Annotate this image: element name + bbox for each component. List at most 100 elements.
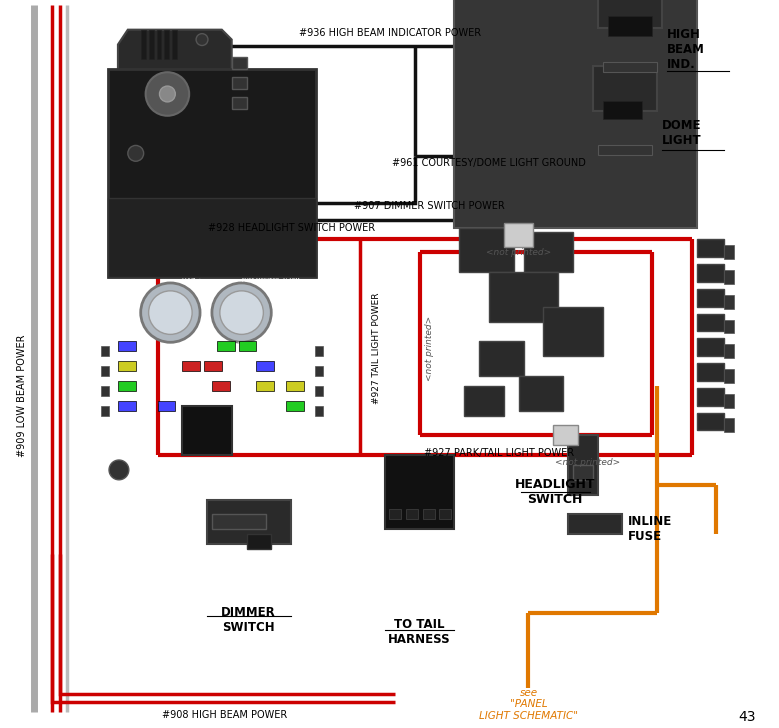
Bar — [464, 386, 504, 416]
Text: HAZARD/DOME: HAZARD/DOME — [256, 362, 305, 367]
Bar — [460, 228, 513, 272]
Bar — [696, 289, 724, 306]
Bar — [238, 341, 256, 351]
Bar — [724, 344, 735, 358]
Text: #927 TAIL LIGHT POWER: #927 TAIL LIGHT POWER — [372, 293, 381, 404]
Circle shape — [160, 86, 175, 102]
Bar — [157, 30, 161, 60]
Text: COIL: COIL — [172, 381, 187, 387]
Bar — [543, 306, 603, 356]
Text: ACH/EAT: ACH/EAT — [118, 381, 145, 387]
Bar — [204, 361, 222, 371]
Bar — [696, 363, 724, 381]
Bar — [573, 465, 593, 480]
Bar — [696, 240, 724, 257]
Bar — [315, 347, 323, 356]
Bar — [182, 361, 200, 371]
Bar — [217, 341, 234, 351]
Bar — [406, 510, 418, 519]
Text: #927 PARK/TAIL LIGHT POWER: #927 PARK/TAIL LIGHT POWER — [424, 448, 574, 458]
Bar — [118, 361, 136, 371]
Bar — [101, 347, 109, 356]
Text: #908 HIGH BEAM POWER: #908 HIGH BEAM POWER — [163, 711, 287, 720]
Text: <not printed>: <not printed> — [486, 248, 552, 257]
Text: ELE FAN: ELE FAN — [118, 362, 143, 367]
Text: DOME
LIGHT: DOME LIGHT — [662, 119, 702, 146]
Bar — [182, 405, 231, 455]
Text: HEADLIGHT: HEADLIGHT — [217, 342, 253, 347]
Bar — [454, 0, 696, 228]
Bar — [568, 435, 597, 494]
Bar — [568, 515, 622, 534]
Bar — [597, 0, 662, 28]
Bar — [523, 232, 573, 272]
Bar — [696, 264, 724, 282]
Bar — [603, 63, 657, 72]
Text: <not printed>: <not printed> — [425, 316, 434, 381]
Circle shape — [141, 283, 200, 342]
Bar — [286, 400, 304, 411]
Bar — [608, 16, 652, 36]
Bar — [724, 270, 735, 284]
Bar — [696, 339, 724, 356]
Bar — [423, 510, 435, 519]
Circle shape — [220, 291, 263, 334]
Bar — [118, 400, 136, 411]
Bar — [519, 376, 563, 411]
Bar — [101, 366, 109, 376]
Circle shape — [146, 72, 189, 116]
Bar — [724, 394, 735, 408]
Text: <not printed>: <not printed> — [555, 458, 620, 467]
Bar — [724, 245, 735, 259]
Bar — [597, 146, 652, 155]
Bar — [389, 510, 401, 519]
Bar — [286, 381, 304, 391]
Text: HEADLIGHT
SWITCH: HEADLIGHT SWITCH — [515, 478, 595, 506]
Bar — [315, 405, 323, 416]
Text: ACC: ACC — [286, 381, 299, 387]
Bar — [108, 69, 315, 277]
Bar — [256, 381, 274, 391]
Text: HIGH
BEAM
IND.: HIGH BEAM IND. — [667, 28, 705, 71]
Circle shape — [128, 146, 143, 162]
Text: ACC: ACC — [118, 402, 131, 407]
Text: HORN: HORN — [286, 402, 305, 407]
Bar — [172, 30, 178, 60]
Bar — [724, 295, 735, 309]
Bar — [504, 223, 534, 248]
Bar — [256, 361, 274, 371]
Polygon shape — [118, 30, 231, 173]
Text: HAZ +: HAZ + — [182, 278, 203, 283]
Text: see
"PANEL
LIGHT SCHEMATIC": see "PANEL LIGHT SCHEMATIC" — [479, 687, 578, 721]
Text: DIMMER
SWITCH: DIMMER SWITCH — [221, 606, 276, 634]
Bar — [157, 400, 175, 411]
Circle shape — [149, 291, 192, 334]
Bar — [231, 97, 246, 108]
Bar — [593, 66, 657, 111]
Bar — [101, 386, 109, 396]
Text: RADIO: RADIO — [212, 381, 232, 387]
Text: #936 HIGH BEAM INDICATOR POWER: #936 HIGH BEAM INDICATOR POWER — [299, 28, 481, 38]
Bar — [603, 101, 642, 119]
Text: TO TAIL
HARNESS: TO TAIL HARNESS — [389, 618, 451, 646]
Bar — [724, 320, 735, 333]
Text: #909 LOW BEAM POWER: #909 LOW BEAM POWER — [17, 334, 27, 457]
Bar — [212, 381, 230, 391]
Circle shape — [196, 33, 208, 46]
Bar — [724, 419, 735, 432]
Bar — [315, 366, 323, 376]
Text: GAUGES: GAUGES — [182, 362, 209, 367]
Bar — [118, 381, 136, 391]
Bar — [696, 314, 724, 331]
Bar — [212, 515, 266, 529]
Bar — [315, 386, 323, 396]
Text: STOP: STOP — [256, 381, 273, 387]
Bar — [696, 413, 724, 430]
Bar — [164, 30, 169, 60]
Text: TURN 1: TURN 1 — [118, 342, 141, 347]
Bar — [246, 534, 271, 549]
Bar — [231, 58, 246, 69]
Bar — [108, 198, 315, 277]
Bar — [553, 425, 578, 446]
Bar — [489, 272, 559, 322]
